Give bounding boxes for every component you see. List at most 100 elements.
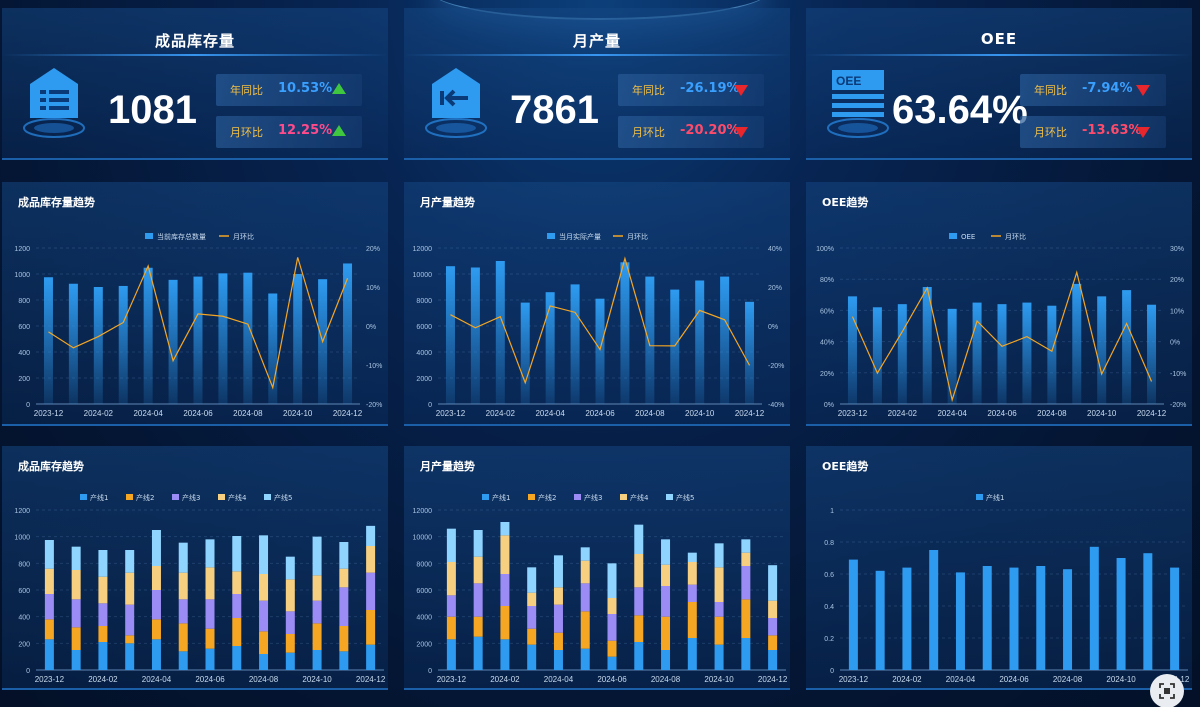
- kpi-title: 月产量: [572, 32, 621, 50]
- stacked-bar-segment: [982, 566, 992, 670]
- legend-bar-label: 当前库存总数量: [157, 232, 206, 241]
- stacked-bar-segment: [259, 535, 269, 574]
- y-tick-label: 400: [18, 350, 30, 357]
- bar: [218, 273, 228, 404]
- legend-swatch: [482, 494, 489, 500]
- stacked-bar-segment: [446, 595, 456, 617]
- bar: [168, 279, 178, 404]
- stacked-bar-segment: [71, 627, 81, 650]
- y2-tick-label: -20%: [1170, 402, 1186, 409]
- bar: [1147, 304, 1157, 404]
- legend-swatch: [126, 494, 133, 500]
- x-tick-label: 2024-12: [356, 675, 386, 684]
- stacked-bar-segment: [339, 651, 349, 670]
- bar: [1047, 305, 1057, 404]
- x-tick-label: 2024-10: [302, 675, 332, 684]
- screenshot-button[interactable]: [1150, 674, 1184, 707]
- mom-label: 月环比: [230, 126, 263, 139]
- yoy-rate: 年同比 -7.94%: [1020, 74, 1166, 106]
- x-tick-label: 2024-10: [1106, 675, 1136, 684]
- stacked-bar-segment: [205, 648, 215, 670]
- legend-swatch: [666, 494, 673, 500]
- chart-title: 成品库存量趋势: [18, 196, 95, 209]
- x-tick-label: 2023-12: [436, 409, 466, 418]
- legend-line-label: 月环比: [627, 232, 648, 241]
- stacked-bar-segment: [553, 632, 563, 650]
- stacked-bar-segment: [312, 623, 322, 650]
- stacked-bar-segment: [527, 644, 537, 670]
- x-tick-label: 2024-02: [892, 675, 922, 684]
- stacked-bar-segment: [125, 604, 135, 636]
- chart-panel-production-trend: 月产量趋势 当月实际产量 月环比 0 2000 4000 6000 8000 10000 120…: [404, 182, 790, 426]
- x-tick-label: 2024-08: [1053, 675, 1083, 684]
- stacked-bar-segment: [232, 536, 242, 572]
- y-tick-label: 0.6: [824, 572, 834, 579]
- chart-title: OEE趋势: [822, 196, 869, 209]
- arrow-up-icon: [332, 83, 346, 94]
- bar: [695, 280, 705, 404]
- stacked-bar-segment: [500, 574, 510, 606]
- kpi-value: 63.64%: [892, 88, 1028, 132]
- x-tick-label: 2024-08: [249, 675, 279, 684]
- stacked-bar-segment: [527, 567, 537, 593]
- x-tick-label: 2023-12: [437, 675, 467, 684]
- bar: [293, 274, 303, 404]
- stacked-bar-segment: [446, 639, 456, 670]
- bar: [1097, 296, 1107, 404]
- stacked-bar-segment: [125, 635, 135, 644]
- yoy-label: 年同比: [230, 84, 263, 97]
- stacked-bar-segment: [687, 552, 697, 562]
- legend-swatch: [620, 494, 627, 500]
- arrow-up-icon: [332, 125, 346, 136]
- stacked-bar-segment: [446, 562, 456, 596]
- legend-label: 产线2: [538, 493, 556, 502]
- stacked-bar-segment: [125, 643, 135, 670]
- legend-swatch: [528, 494, 535, 500]
- title-divider: [2, 54, 388, 56]
- stacked-bar-segment: [553, 587, 563, 605]
- x-tick-label: 2024-10: [704, 675, 734, 684]
- y2-tick-label: -10%: [1170, 371, 1186, 378]
- kpi-value: 7861: [510, 88, 599, 132]
- legend-label: 产线3: [182, 493, 200, 502]
- y-tick-label: 8000: [416, 561, 432, 568]
- stacked-bar-segment: [125, 550, 135, 573]
- stacked-bar-segment: [98, 642, 108, 670]
- stacked-bar-segment: [553, 555, 563, 588]
- chart-svg: 产线1 产线2 产线3 产线4 产线5 0 2000 4000 6000 8000 10000 120…: [413, 493, 788, 684]
- x-tick-label: 2023-12: [839, 675, 869, 684]
- stacked-bar-segment: [178, 599, 188, 624]
- stacked-bar-segment: [285, 634, 295, 653]
- stacked-bar-segment: [714, 567, 724, 602]
- mom-label: 月环比: [632, 126, 665, 139]
- stacked-bar-segment: [687, 584, 697, 602]
- stacked-bar-segment: [607, 563, 617, 598]
- stacked-bar-segment: [848, 559, 858, 670]
- bar: [720, 276, 730, 404]
- legend-line-label: 月环比: [1005, 232, 1026, 241]
- bar: [570, 284, 580, 404]
- stacked-bar-segment: [178, 572, 188, 600]
- line-series: [851, 270, 1153, 403]
- stacked-bar-segment: [312, 650, 322, 670]
- stacked-bar-segment: [125, 572, 135, 605]
- x-tick-label: 2023-12: [838, 409, 868, 418]
- stacked-bar-segment: [98, 576, 108, 604]
- chart-title: 月产量趋势: [420, 196, 475, 209]
- stacked-bar-segment: [580, 583, 590, 612]
- stacked-bar-segment: [44, 619, 54, 640]
- stacked-bar-segment: [768, 635, 778, 650]
- stacked-bar-segment: [151, 590, 161, 620]
- kpi-title: 成品库存量: [154, 32, 235, 50]
- stacked-bar-segment: [580, 547, 590, 561]
- y2-tick-label: 20%: [768, 285, 782, 292]
- stacked-bar-segment: [71, 650, 81, 670]
- y-tick-label: 0.8: [824, 540, 834, 547]
- stacked-bar-segment: [500, 606, 510, 640]
- legend-label: 产线5: [676, 493, 694, 502]
- legend-swatch: [218, 494, 225, 500]
- chart-svg: 当前库存总数量 月环比 0 200 400 600 800 1000 1200 2023-12 20…: [14, 232, 382, 418]
- bar: [595, 298, 605, 404]
- chart-panel-inventory-by-line: 成品库存趋势 产线1 产线2 产线3 产线4 产线5 0 200 400 600 800 1000 1…: [2, 446, 388, 690]
- oee-icon-text: OEE: [836, 74, 861, 88]
